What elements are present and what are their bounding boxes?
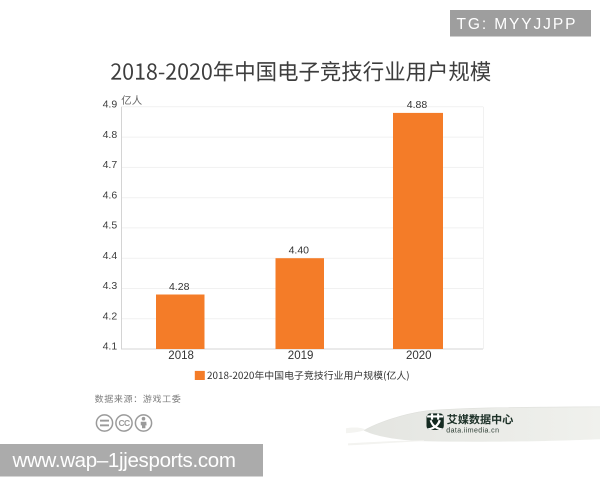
svg-text:data.iimedia.cn: data.iimedia.cn [446, 427, 499, 434]
svg-text:4.4: 4.4 [103, 250, 118, 262]
svg-text:2020: 2020 [406, 350, 432, 362]
svg-text:4.3: 4.3 [103, 280, 118, 292]
svg-text:4.40: 4.40 [289, 245, 310, 257]
svg-text:4.9: 4.9 [103, 99, 118, 111]
svg-text:4.2: 4.2 [103, 310, 118, 322]
svg-text:4.6: 4.6 [103, 189, 118, 201]
svg-text:4.5: 4.5 [103, 220, 118, 232]
svg-text:2018: 2018 [168, 350, 194, 362]
svg-text:4.1: 4.1 [103, 341, 118, 353]
svg-text:4.88: 4.88 [407, 99, 428, 111]
svg-text:4.28: 4.28 [169, 281, 190, 293]
svg-text:2019: 2019 [288, 350, 314, 362]
svg-text:CC: CC [118, 418, 130, 428]
svg-text:4.7: 4.7 [103, 159, 118, 171]
svg-text:TG: MYYJJPP: TG: MYYJJPP [457, 16, 578, 33]
svg-text:4.8: 4.8 [103, 129, 118, 141]
svg-text:www.wap–1jjesports.com: www.wap–1jjesports.com [12, 449, 236, 472]
